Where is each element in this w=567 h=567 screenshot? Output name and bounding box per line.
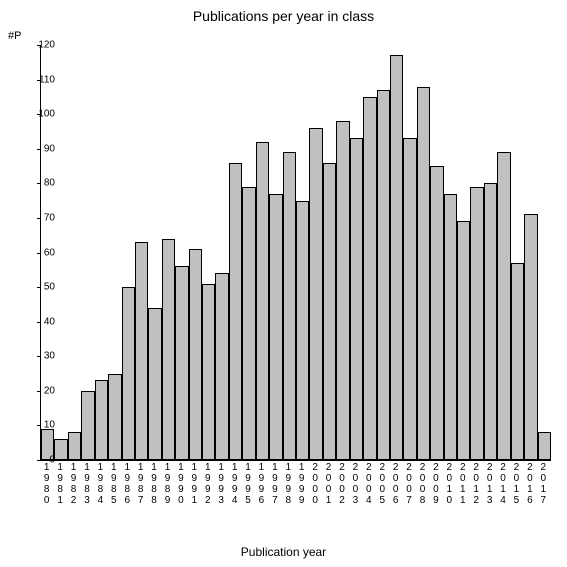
x-tick-label: 2014 [497, 463, 509, 507]
bar [108, 374, 121, 460]
bar [256, 142, 269, 460]
bar [511, 263, 524, 460]
x-tick-label: 1982 [68, 463, 80, 507]
bar [81, 391, 94, 460]
x-tick-label: 1983 [81, 463, 93, 507]
bar [470, 187, 483, 460]
x-tick-label: 2001 [323, 463, 335, 507]
x-tick-label: 2016 [524, 463, 536, 507]
bar [377, 90, 390, 460]
x-tick-label: 1990 [175, 463, 187, 507]
x-tick-label: 2003 [349, 463, 361, 507]
x-tick-label: 2005 [376, 463, 388, 507]
bar [403, 138, 416, 460]
bar [269, 194, 282, 460]
x-tick-label: 1987 [135, 463, 147, 507]
bar [162, 239, 175, 460]
y-tick-label: 30 [35, 351, 55, 362]
x-tick-label: 1986 [121, 463, 133, 507]
bar [430, 166, 443, 460]
bar [68, 432, 81, 460]
bar [524, 214, 537, 460]
x-tick-label: 1995 [242, 463, 254, 507]
chart-container: Publications per year in class #P Public… [0, 0, 567, 567]
x-tick-label: 1985 [108, 463, 120, 507]
x-tick-label: 1989 [162, 463, 174, 507]
x-tick-label: 2011 [457, 463, 469, 507]
x-tick-label: 1981 [54, 463, 66, 507]
bar [323, 163, 336, 460]
x-tick-label: 1998 [282, 463, 294, 507]
bar [363, 97, 376, 460]
bar [175, 266, 188, 460]
bar [202, 284, 215, 460]
y-tick-label: 60 [35, 247, 55, 258]
y-tick-label: 80 [35, 178, 55, 189]
x-tick-label: 1997 [269, 463, 281, 507]
x-tick-label: 1980 [41, 463, 53, 507]
bar [54, 439, 67, 460]
bar [444, 194, 457, 460]
bar [95, 380, 108, 460]
x-tick-label: 2010 [443, 463, 455, 507]
plot-area [40, 45, 551, 461]
bar [122, 287, 135, 460]
x-tick-label: 1993 [215, 463, 227, 507]
x-tick-label: 2009 [430, 463, 442, 507]
x-tick-label: 1988 [148, 463, 160, 507]
bar [484, 183, 497, 460]
x-tick-label: 1996 [255, 463, 267, 507]
y-tick-label: 100 [35, 109, 55, 120]
y-tick-label: 90 [35, 143, 55, 154]
x-axis-label: Publication year [0, 545, 567, 559]
x-tick-label: 2013 [484, 463, 496, 507]
bar [336, 121, 349, 460]
y-axis-label: #P [8, 30, 21, 42]
bar [417, 87, 430, 461]
bar [189, 249, 202, 460]
bar [390, 55, 403, 460]
bar [229, 163, 242, 460]
bar [538, 432, 551, 460]
x-tick-label: 1992 [202, 463, 214, 507]
x-tick-label: 2007 [403, 463, 415, 507]
bar [296, 201, 309, 460]
bar [283, 152, 296, 460]
x-tick-label: 1994 [229, 463, 241, 507]
x-tick-label: 2012 [470, 463, 482, 507]
x-tick-label: 2008 [417, 463, 429, 507]
x-tick-label: 2004 [363, 463, 375, 507]
y-tick-label: 70 [35, 212, 55, 223]
bar [309, 128, 322, 460]
bar [135, 242, 148, 460]
x-tick-label: 2000 [309, 463, 321, 507]
bar [242, 187, 255, 460]
bar [497, 152, 510, 460]
bar [148, 308, 161, 460]
x-tick-label: 1999 [296, 463, 308, 507]
y-tick-label: 50 [35, 282, 55, 293]
x-tick-label: 2017 [537, 463, 549, 507]
x-tick-label: 2015 [510, 463, 522, 507]
x-tick-label: 2006 [390, 463, 402, 507]
chart-title: Publications per year in class [0, 8, 567, 24]
x-tick-label: 1984 [94, 463, 106, 507]
y-tick-label: 120 [35, 40, 55, 51]
y-tick-label: 40 [35, 316, 55, 327]
y-tick-label: 10 [35, 420, 55, 431]
x-tick-label: 1991 [188, 463, 200, 507]
y-tick-label: 110 [35, 74, 55, 85]
bar [457, 221, 470, 460]
bar [350, 138, 363, 460]
x-tick-label: 2002 [336, 463, 348, 507]
y-tick-label: 20 [35, 385, 55, 396]
bar [215, 273, 228, 460]
